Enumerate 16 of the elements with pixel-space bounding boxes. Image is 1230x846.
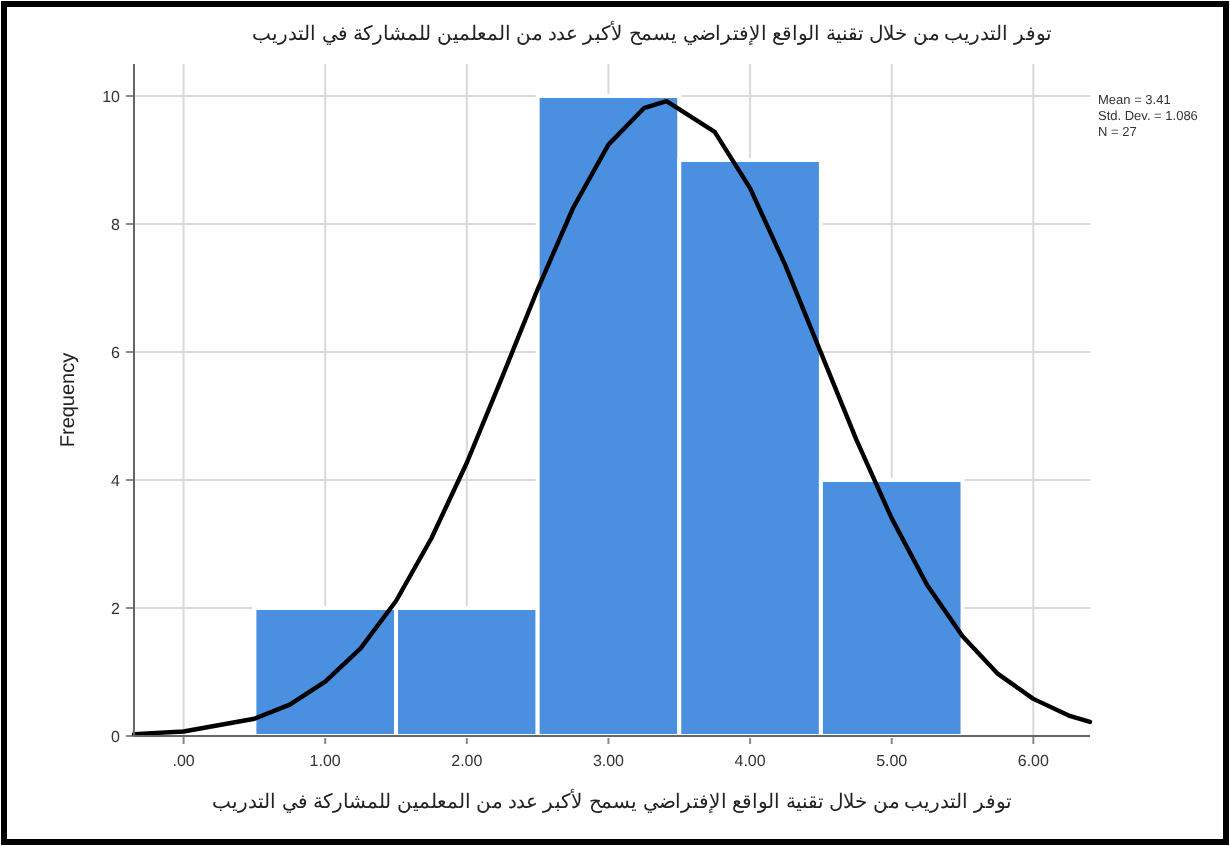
y-tick-label: 6 bbox=[111, 344, 122, 362]
x-tick-label: .00 bbox=[172, 752, 196, 770]
y-axis-title: Frequency bbox=[58, 352, 80, 448]
x-tick-label: 4.00 bbox=[734, 752, 767, 770]
y-tick-label: 0 bbox=[111, 728, 122, 746]
y-tick-label: 10 bbox=[102, 88, 122, 106]
x-tick-label: 1.00 bbox=[309, 752, 342, 770]
chart-title: توفر التدريب من خلال تقنية الواقع الإفتراضي يسمح لأكبر عدد من المعلمين للمشاركة في التدريب bbox=[252, 22, 1052, 46]
x-tick-label: 2.00 bbox=[451, 752, 484, 770]
y-tick-label: 8 bbox=[111, 216, 122, 234]
x-tick-label: 6.00 bbox=[1017, 752, 1051, 770]
x-tick-label: 5.00 bbox=[876, 752, 909, 770]
y-tick-label: 4 bbox=[111, 472, 122, 490]
x-axis-title: توفر التدريب من خلال تقنية الواقع الإفتراضي يسمح لأكبر عدد من المعلمين للمشاركة في التدريب bbox=[212, 790, 1012, 814]
y-tick-label: 2 bbox=[111, 600, 122, 618]
x-tick-label: 3.00 bbox=[592, 752, 626, 770]
